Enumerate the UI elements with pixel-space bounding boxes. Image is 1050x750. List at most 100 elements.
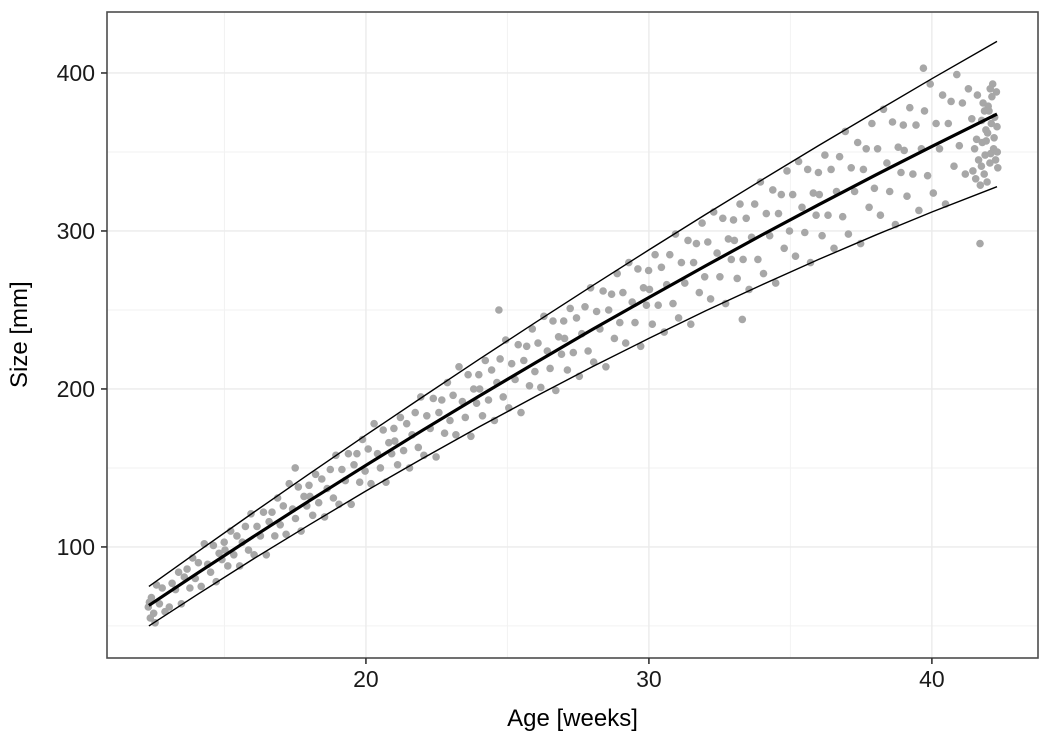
panel-border	[106, 11, 1039, 659]
y-tick-label: 300	[57, 218, 95, 244]
x-tick-label: 30	[636, 666, 662, 692]
scatter-point	[423, 412, 431, 420]
scatter-point	[644, 266, 653, 275]
scatter-point	[994, 164, 1002, 172]
scatter-point	[440, 429, 449, 438]
scatter-point	[689, 258, 698, 267]
scatter-point	[631, 318, 639, 327]
scatter-point	[221, 546, 229, 554]
scatter-point	[174, 568, 183, 576]
scatter-point	[920, 107, 929, 115]
scatter-point	[560, 334, 569, 343]
scatter-point	[206, 568, 215, 576]
scatter-point	[636, 342, 645, 351]
scatter-point	[809, 189, 818, 197]
scatter-point	[475, 370, 483, 379]
x-tick-label: 40	[919, 666, 945, 692]
scatter-point	[291, 514, 300, 523]
scatter-point	[666, 250, 674, 259]
scatter-point	[719, 214, 727, 223]
scatter-point	[899, 121, 908, 129]
mean-curve	[148, 112, 998, 607]
scatter-point	[859, 165, 868, 174]
scatter-point	[405, 464, 414, 472]
scatter-point	[706, 295, 715, 303]
scatter-point	[353, 449, 361, 458]
scatter-point	[716, 273, 724, 281]
scatter-point	[648, 320, 657, 329]
scatter-point	[993, 122, 1001, 131]
scatter-point	[876, 211, 885, 219]
x-axis-title: Age [weeks]	[507, 705, 638, 732]
scatter-point	[838, 212, 847, 221]
scatter-point	[165, 603, 174, 611]
scatter-point	[692, 239, 701, 248]
scatter-point	[642, 301, 651, 310]
scatter-point	[888, 118, 897, 126]
scatter-point	[147, 593, 156, 602]
scatter-point	[955, 141, 964, 150]
scatter-point	[329, 494, 338, 502]
scatter-point	[235, 562, 244, 570]
scatter-point	[803, 165, 812, 174]
scatter-point	[915, 206, 923, 215]
scatter-point	[801, 228, 809, 237]
scatter-point	[727, 255, 736, 264]
scatter-point	[754, 255, 762, 264]
scatter-point	[824, 211, 832, 219]
scatter-point	[968, 115, 976, 123]
scatter-point	[990, 134, 998, 142]
scatter-point	[759, 269, 768, 278]
scatter-point	[268, 508, 276, 516]
scatter-point	[393, 461, 402, 469]
scatter-point	[814, 168, 823, 177]
scatter-point	[291, 464, 300, 472]
scatter-point	[443, 378, 452, 387]
scatter-point	[894, 143, 902, 151]
scatter-point	[993, 148, 1002, 156]
scatter-point	[552, 386, 560, 395]
scatter-point	[981, 151, 989, 159]
scatter-point	[645, 285, 654, 294]
scatter-point	[885, 187, 894, 196]
scatter-point	[777, 190, 786, 199]
scatter-point	[478, 412, 487, 420]
scatter-point	[944, 119, 953, 128]
scatter-point	[385, 438, 393, 447]
scatter-point	[546, 364, 554, 373]
scatter-point	[926, 80, 934, 88]
scatter-point	[739, 255, 747, 264]
scatter-point	[455, 363, 463, 371]
scatter-point	[607, 290, 616, 299]
scatter-point	[992, 88, 1001, 96]
scatter-point	[464, 370, 472, 379]
scatter-point	[435, 408, 443, 417]
scatter-point	[528, 325, 537, 333]
scatter-point	[991, 156, 1000, 164]
scatter-point	[496, 355, 504, 363]
scatter-point	[549, 317, 557, 325]
scatter-point	[969, 167, 977, 175]
scatter-point	[932, 119, 940, 128]
scatter-point	[318, 475, 326, 483]
panel-background	[107, 12, 1038, 658]
scatter-point	[742, 214, 750, 223]
scatter-point	[847, 164, 855, 172]
scatter-point	[411, 408, 420, 417]
scatter-point	[452, 431, 460, 439]
scatter-point	[449, 391, 457, 400]
scatter-point	[271, 532, 279, 540]
scatter-point	[873, 145, 882, 153]
scatter-point	[935, 145, 944, 153]
scatter-point	[300, 492, 308, 501]
scatter-point	[870, 184, 879, 193]
scatter-point	[974, 156, 983, 164]
scatter-point	[347, 500, 356, 509]
scatter-point	[294, 483, 303, 491]
scatter-point	[279, 502, 288, 510]
scatter-point	[469, 385, 478, 393]
scatter-point	[868, 119, 876, 128]
scatter-point	[495, 306, 503, 314]
scatter-point	[721, 299, 730, 308]
